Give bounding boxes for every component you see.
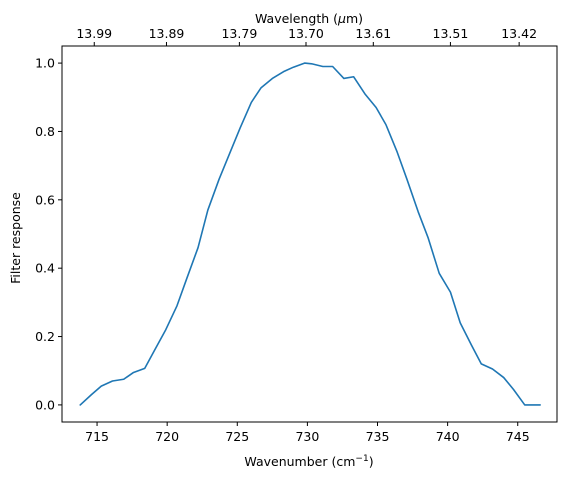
bottom-x-axis: 715 720 725 730 735 740 745 (85, 422, 530, 444)
top-tick-label: 13.70 (288, 26, 324, 41)
y-axis-label: Filter response (8, 192, 23, 284)
plot-frame (61, 45, 558, 423)
top-x-axis: 13.99 13.89 13.79 13.70 13.61 13.51 13.42 (76, 26, 537, 46)
x-tick-label: 745 (506, 429, 530, 444)
y-tick-label: 0.8 (35, 124, 55, 139)
y-tick-label: 0.0 (35, 397, 55, 412)
x-tick-label: 740 (436, 429, 460, 444)
x-tick-label: 735 (366, 429, 390, 444)
left-y-axis: 0.0 0.2 0.4 0.6 0.8 1.0 (35, 56, 62, 412)
plot-area (61, 45, 558, 423)
top-tick-label: 13.99 (76, 26, 112, 41)
y-tick-label: 0.6 (35, 192, 55, 207)
x-tick-label: 730 (295, 429, 319, 444)
top-tick-label: 13.79 (221, 26, 257, 41)
top-tick-label: 13.89 (149, 26, 185, 41)
x-tick-label: 715 (85, 429, 109, 444)
top-axis-label: Wavelength (μm) (255, 11, 363, 26)
x-axis-label: Wavenumber (cm−1) (244, 454, 373, 469)
y-tick-label: 1.0 (35, 56, 55, 71)
series-line-0 (79, 62, 541, 406)
y-tick-label: 0.4 (35, 261, 55, 276)
x-tick-label: 725 (225, 429, 249, 444)
y-tick-label: 0.2 (35, 329, 55, 344)
top-tick-label: 13.42 (501, 26, 537, 41)
top-tick-label: 13.61 (355, 26, 391, 41)
x-tick-label: 720 (155, 429, 179, 444)
top-tick-label: 13.51 (433, 26, 469, 41)
